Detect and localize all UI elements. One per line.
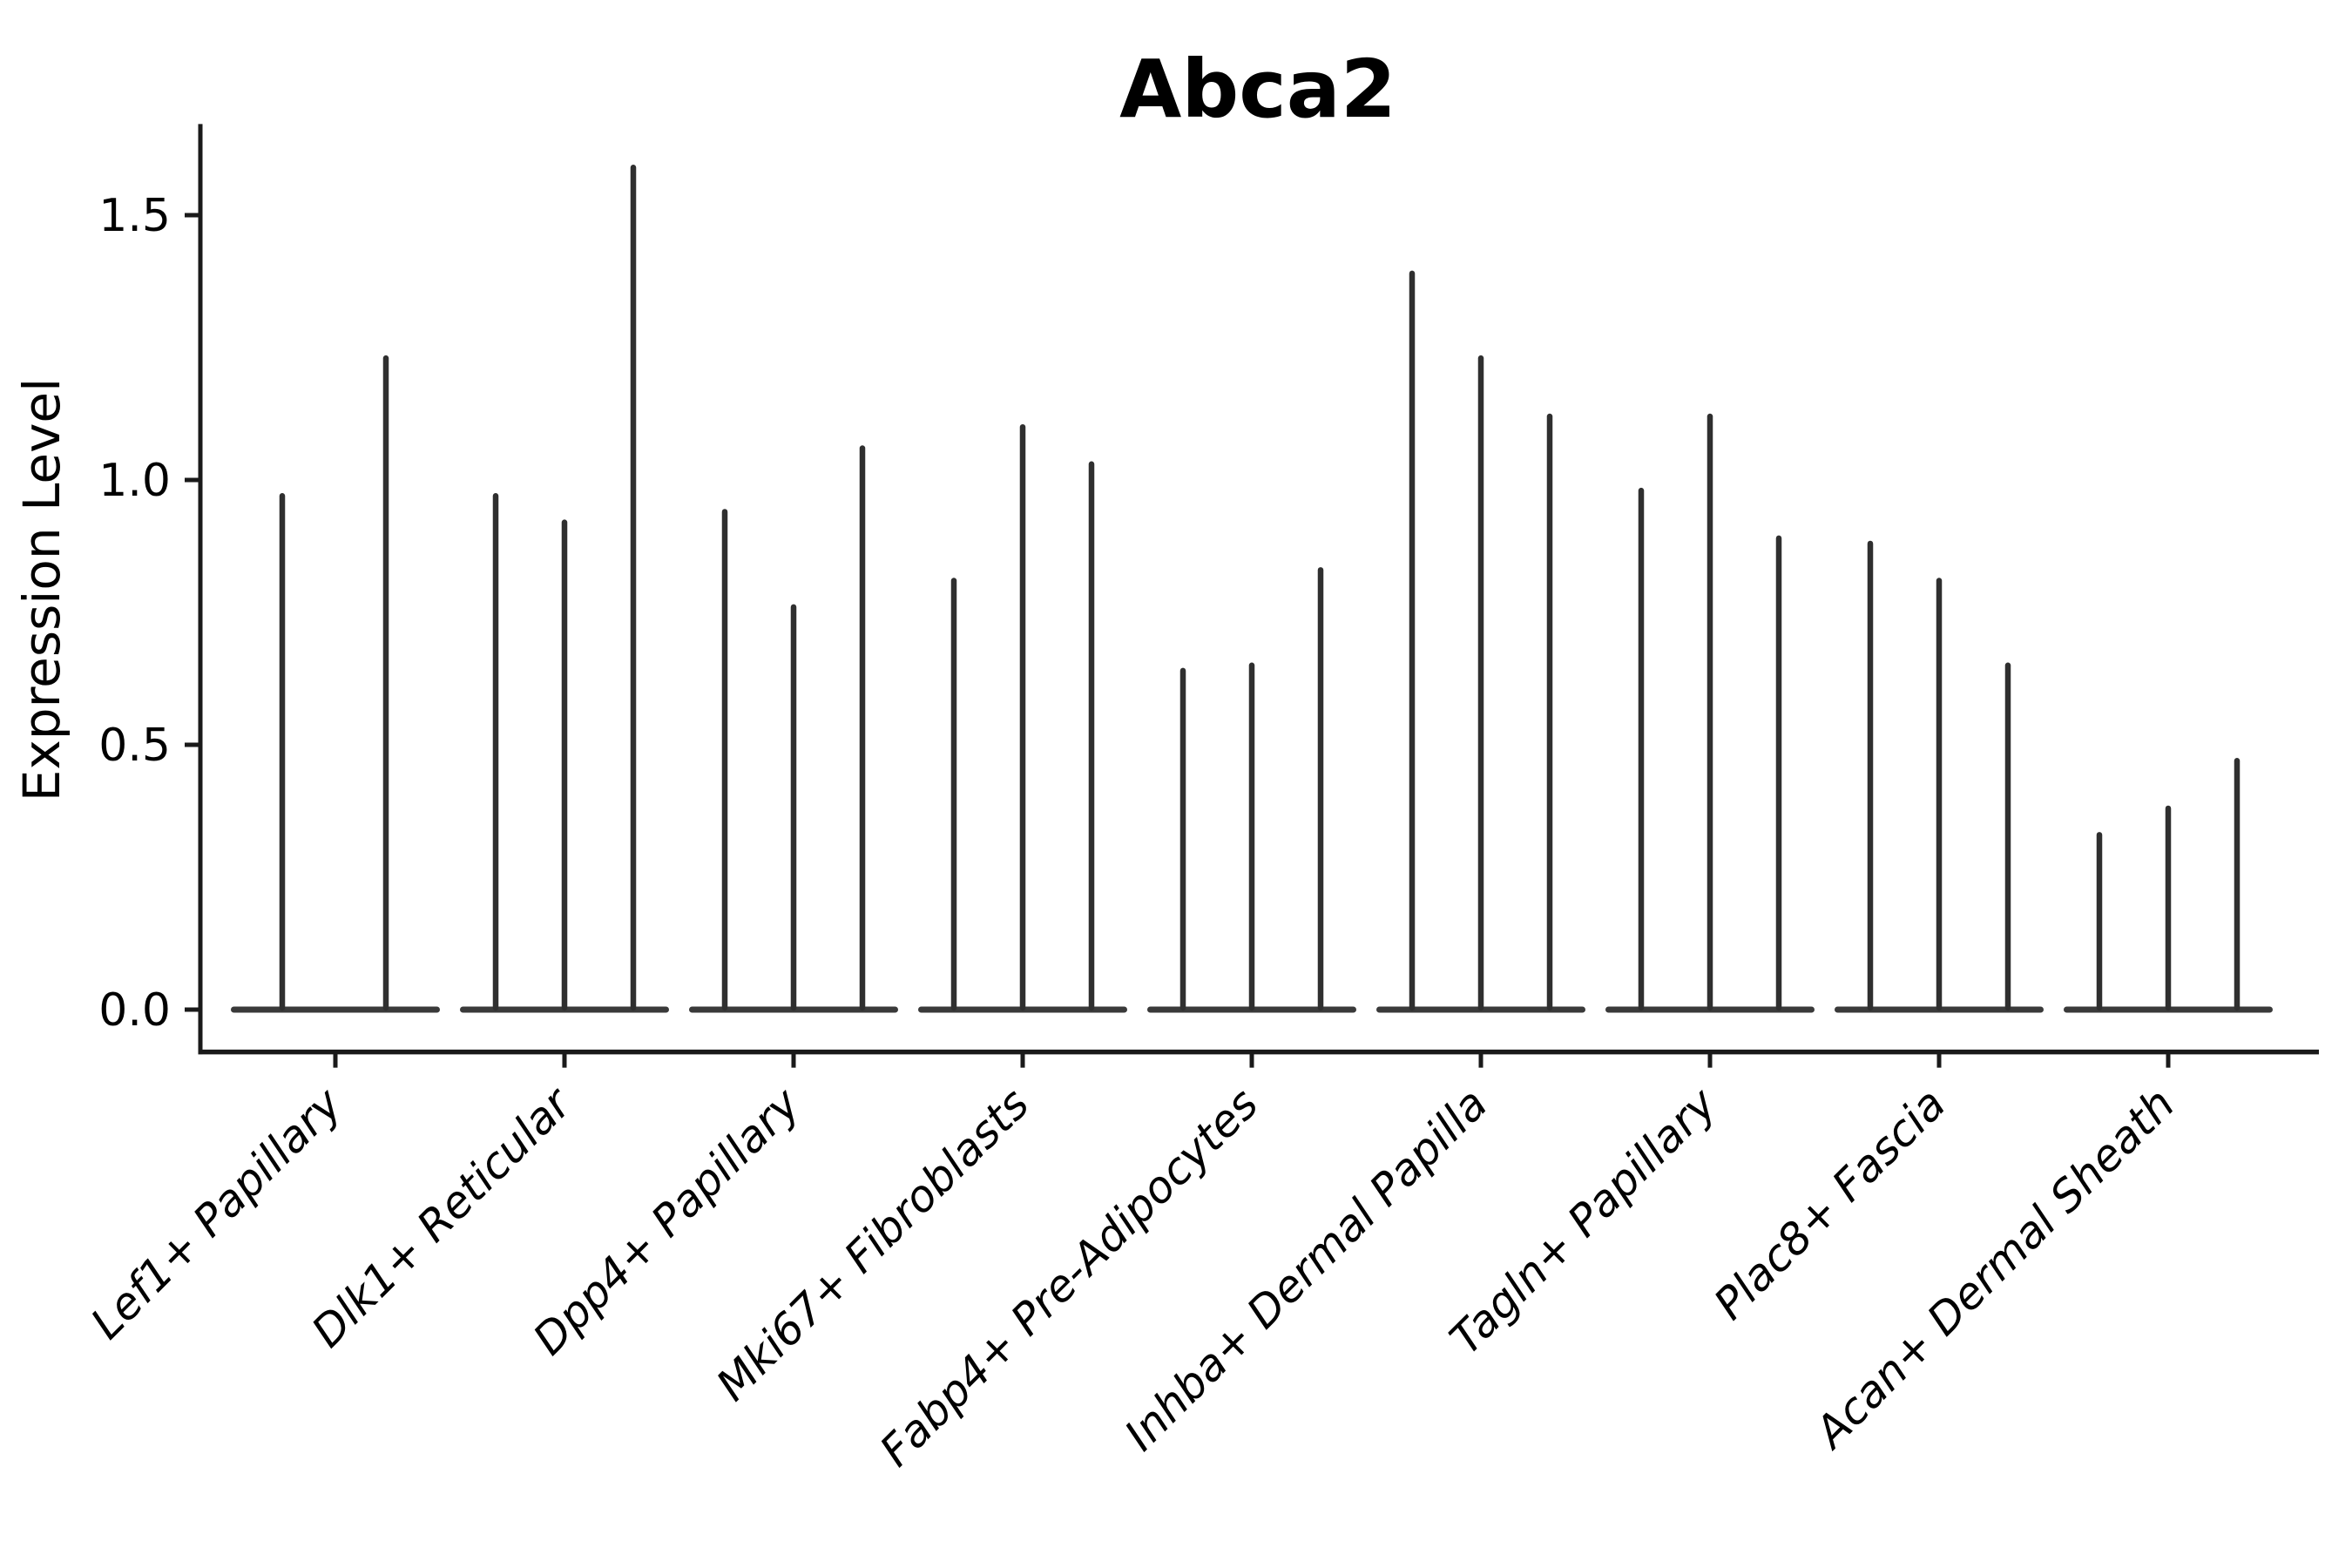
y-tick-label: 0.0 [98,984,171,1037]
y-tick-label: 0.5 [98,720,171,772]
chart-title: Abca2 [1119,43,1396,136]
y-tick-label: 1.5 [98,190,171,242]
violin-base [231,1006,440,1013]
y-tick-label: 1.0 [98,455,171,507]
y-axis-label: Expression Level [12,378,71,801]
